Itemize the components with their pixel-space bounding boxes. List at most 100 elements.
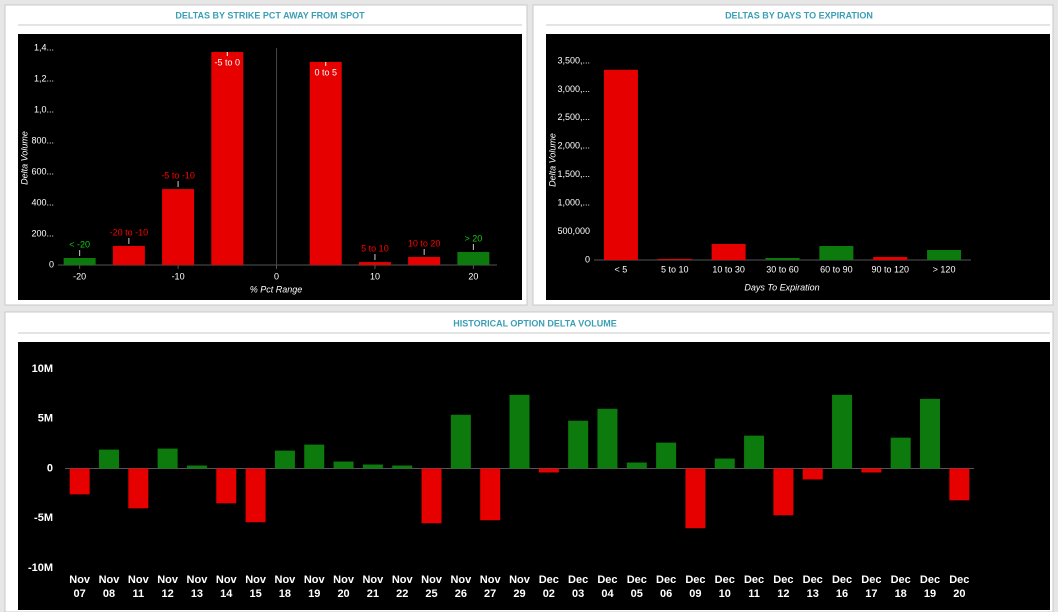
bar (162, 189, 195, 265)
bar-label: > 20 (464, 233, 482, 243)
x-tick-label: 0 (274, 271, 279, 281)
x-tick-label: 09 (689, 588, 701, 600)
y-tick-label: 5M (38, 413, 53, 425)
x-tick-label: 29 (513, 588, 525, 600)
x-tick-label: Dec (891, 574, 911, 586)
y-axis-title: Delta Volume (547, 133, 557, 187)
x-tick-label: 06 (660, 588, 672, 600)
x-tick-label: 12 (777, 588, 789, 600)
y-axis-title: Delta Volume (19, 131, 29, 185)
bar-label: 0 to 5 (314, 67, 337, 77)
bar (657, 258, 692, 260)
x-tick-label: 10 to 30 (712, 264, 745, 274)
x-axis-title: Days To Expiration (744, 282, 819, 292)
bar (890, 437, 911, 469)
x-tick-label: Nov (450, 574, 472, 586)
y-tick-label: 10M (32, 363, 53, 375)
y-tick-label: 400... (31, 197, 54, 207)
x-tick-label: 04 (601, 588, 614, 600)
bar (832, 394, 853, 469)
bar-label: -5 to 0 (215, 57, 241, 67)
bar-label: -5 to -10 (161, 170, 195, 180)
y-tick-label: 800... (31, 135, 54, 145)
x-tick-label: 13 (191, 588, 203, 600)
x-tick-label: Dec (656, 574, 676, 586)
bar (408, 256, 441, 265)
x-tick-label: 27 (484, 588, 496, 600)
x-tick-label: 05 (631, 588, 643, 600)
x-tick-label: 18 (895, 588, 907, 600)
bar-label: < -20 (69, 239, 90, 249)
bar (211, 52, 244, 265)
y-tick-label: 1,2... (34, 73, 54, 83)
x-tick-label: -10 (172, 271, 185, 281)
x-tick-label: Dec (685, 574, 705, 586)
bar (819, 246, 854, 260)
x-tick-label: 15 (249, 588, 261, 600)
x-tick-label: 26 (455, 588, 467, 600)
y-tick-label: 2,500,... (557, 112, 590, 122)
x-tick-label: Dec (627, 574, 647, 586)
x-tick-label: 30 to 60 (766, 264, 799, 274)
x-tick-label: 19 (924, 588, 936, 600)
x-tick-label: Nov (216, 574, 238, 586)
bar (186, 465, 207, 469)
x-tick-label: Dec (715, 574, 735, 586)
bar (128, 468, 149, 509)
x-tick-label: 20 (953, 588, 965, 600)
x-tick-label: Dec (861, 574, 881, 586)
bar (450, 414, 471, 469)
y-tick-label: 2,000,... (557, 141, 590, 151)
bar (63, 258, 96, 265)
x-tick-label: -20 (73, 271, 86, 281)
bar-label: -20 to -10 (110, 227, 149, 237)
x-tick-label: 20 (337, 588, 349, 600)
x-tick-label: Nov (304, 574, 326, 586)
x-tick-label: Dec (744, 574, 764, 586)
bar (245, 468, 266, 523)
plot-background (18, 342, 1050, 610)
bar (98, 449, 119, 469)
x-tick-label: 20 (468, 271, 478, 281)
x-tick-label: Nov (275, 574, 297, 586)
bar (358, 262, 391, 265)
y-tick-label: -5M (34, 512, 53, 524)
x-tick-label: 25 (425, 588, 437, 600)
y-tick-label: 1,500,... (557, 169, 590, 179)
x-tick-label: Dec (920, 574, 940, 586)
y-tick-label: 3,500,... (557, 55, 590, 65)
bar (309, 61, 342, 266)
x-tick-label: > 120 (933, 264, 956, 274)
x-tick-label: Nov (362, 574, 384, 586)
panel-title: DELTAS BY STRIKE PCT AWAY FROM SPOT (175, 10, 365, 20)
x-tick-label: 03 (572, 588, 584, 600)
panel-title: DELTAS BY DAYS TO EXPIRATION (725, 10, 873, 20)
bar (711, 243, 746, 260)
x-tick-label: Nov (157, 574, 179, 586)
x-tick-label: Dec (773, 574, 793, 586)
x-tick-label: 13 (807, 588, 819, 600)
bar (597, 408, 618, 469)
x-tick-label: 12 (162, 588, 174, 600)
x-tick-label: 11 (132, 588, 144, 600)
x-tick-label: 14 (220, 588, 233, 600)
bar (362, 464, 383, 469)
x-tick-label: 5 to 10 (661, 264, 689, 274)
x-tick-label: Nov (128, 574, 150, 586)
x-tick-label: Nov (69, 574, 91, 586)
bar (216, 468, 237, 504)
x-tick-label: Nov (99, 574, 121, 586)
bar (861, 468, 882, 473)
x-tick-label: 08 (103, 588, 115, 600)
x-tick-label: Nov (245, 574, 267, 586)
plot-background (18, 34, 522, 300)
x-tick-label: 07 (74, 588, 86, 600)
x-tick-label: 16 (836, 588, 848, 600)
bar (480, 468, 501, 521)
y-tick-label: 0 (585, 254, 590, 264)
x-tick-label: Dec (597, 574, 617, 586)
x-tick-label: Nov (509, 574, 531, 586)
x-tick-label: < 5 (615, 264, 628, 274)
bar (333, 461, 354, 469)
bar (626, 462, 647, 469)
